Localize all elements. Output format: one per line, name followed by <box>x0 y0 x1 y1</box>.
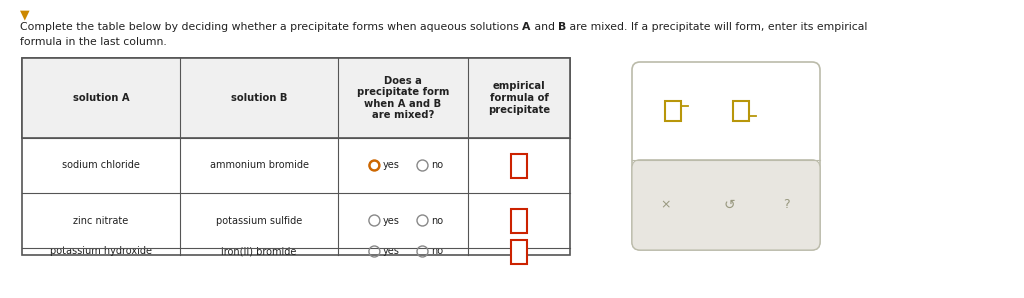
FancyBboxPatch shape <box>632 62 820 250</box>
FancyBboxPatch shape <box>632 160 820 250</box>
Text: zinc nitrate: zinc nitrate <box>74 215 129 226</box>
Text: no: no <box>431 215 443 226</box>
Text: iron(II) bromide: iron(II) bromide <box>221 246 297 257</box>
Text: no: no <box>431 246 443 257</box>
Bar <box>511 240 527 263</box>
Text: and: and <box>530 22 558 32</box>
Text: yes: yes <box>383 215 399 226</box>
Text: are mixed. If a precipitate will form, enter its empirical: are mixed. If a precipitate will form, e… <box>566 22 867 32</box>
Text: no: no <box>431 161 443 170</box>
Text: solution A: solution A <box>73 93 129 103</box>
Text: potassium sulfide: potassium sulfide <box>216 215 302 226</box>
Text: B: B <box>558 22 566 32</box>
Bar <box>511 153 527 178</box>
Circle shape <box>372 162 378 169</box>
Text: yes: yes <box>383 246 399 257</box>
Bar <box>733 101 749 121</box>
Bar <box>22 58 570 138</box>
Text: ammonium bromide: ammonium bromide <box>210 161 308 170</box>
Text: ↺: ↺ <box>724 198 735 212</box>
Text: Complete the table below by deciding whether a precipitate forms when aqueous so: Complete the table below by deciding whe… <box>20 22 522 32</box>
Text: ×: × <box>660 198 671 211</box>
Circle shape <box>369 160 380 171</box>
Text: ▼: ▼ <box>20 8 30 21</box>
Bar <box>22 58 570 255</box>
Text: sodium chloride: sodium chloride <box>62 161 140 170</box>
Text: ?: ? <box>782 198 790 211</box>
Text: solution B: solution B <box>230 93 287 103</box>
Text: formula in the last column.: formula in the last column. <box>20 37 167 47</box>
Text: yes: yes <box>383 161 399 170</box>
Text: A: A <box>522 22 530 32</box>
Text: potassium hydroxide: potassium hydroxide <box>50 246 152 257</box>
Text: empirical
formula of
precipitate: empirical formula of precipitate <box>488 81 550 115</box>
Bar <box>511 209 527 232</box>
Text: Does a
precipitate form
when A and B
are mixed?: Does a precipitate form when A and B are… <box>356 76 450 120</box>
Bar <box>666 101 681 121</box>
